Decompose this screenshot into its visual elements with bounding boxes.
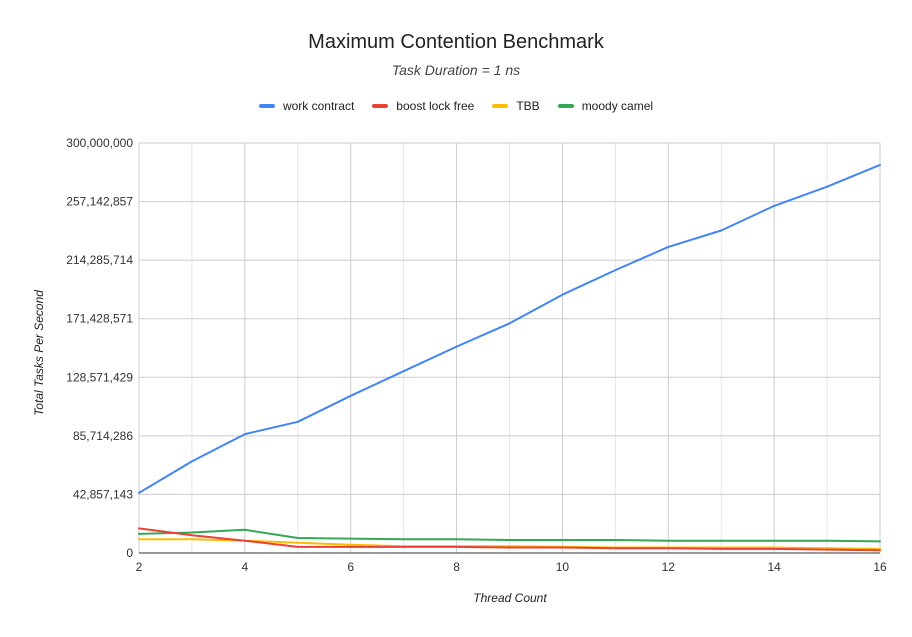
x-tick-label: 2 xyxy=(136,560,143,574)
legend-label: moody camel xyxy=(581,99,654,113)
chart-title: Maximum Contention Benchmark xyxy=(308,31,604,53)
y-tick-label: 85,714,286 xyxy=(73,429,133,443)
legend-item-boost-lock-free: boost lock free xyxy=(372,99,474,113)
y-tick-label: 214,285,714 xyxy=(66,253,133,267)
series-line-tbb xyxy=(138,538,881,550)
series-line-work-contract xyxy=(138,163,881,494)
x-tick-label: 12 xyxy=(662,560,676,574)
legend-swatch xyxy=(492,104,509,108)
x-tick-label: 4 xyxy=(242,560,249,574)
series-line-moody-camel xyxy=(138,528,881,543)
chart-subtitle: Task Duration = 1 ns xyxy=(391,62,521,78)
y-tick-label: 257,142,857 xyxy=(66,195,133,209)
legend-swatch xyxy=(557,104,574,108)
x-tick-label: 16 xyxy=(873,560,887,574)
series-line-boost-lock-free xyxy=(138,527,881,552)
legend-swatch xyxy=(372,104,389,108)
y-tick-label: 128,571,429 xyxy=(66,370,133,384)
y-tick-label: 42,857,143 xyxy=(73,487,133,501)
y-tick-label: 300,000,000 xyxy=(66,136,133,150)
legend-label: TBB xyxy=(516,99,540,113)
legend-item-tbb: TBB xyxy=(492,99,540,113)
legend-item-moody-camel: moody camel xyxy=(557,99,654,113)
y-tick-label: 0 xyxy=(126,546,133,560)
legend-label: work contract xyxy=(282,99,355,113)
legend: work contract boost lock free TBB moody cam… xyxy=(0,99,912,113)
y-axis-title: Total Tasks Per Second xyxy=(32,290,46,416)
legend-label: boost lock free xyxy=(396,99,475,113)
x-tick-label: 8 xyxy=(453,560,460,574)
grid xyxy=(138,142,881,553)
x-axis-title: Thread Count xyxy=(473,591,547,605)
tick-labels: 0 42,857,143 85,714,286 128,571,429 171,428,… xyxy=(66,136,887,574)
legend-swatch xyxy=(258,104,275,108)
y-tick-label: 171,428,571 xyxy=(66,312,133,326)
legend-item-work-contract: work contract xyxy=(258,99,355,113)
x-tick-label: 6 xyxy=(347,560,354,574)
series-lines xyxy=(138,163,881,552)
x-tick-label: 10 xyxy=(556,560,570,574)
x-tick-label: 14 xyxy=(767,560,781,574)
